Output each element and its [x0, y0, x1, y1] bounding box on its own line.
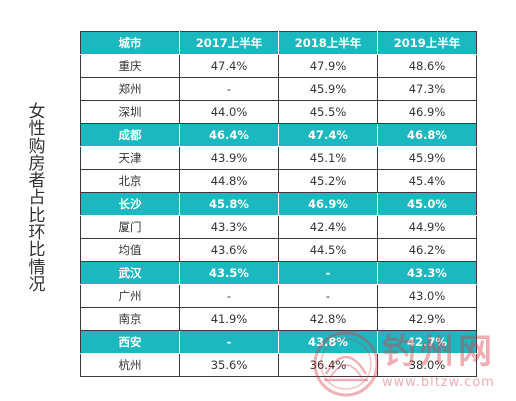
side-title-char: 房	[28, 153, 46, 174]
value-2019h1-cell: 48.6%	[377, 54, 477, 78]
value-2017h1-cell: 47.4%	[179, 54, 279, 78]
city-cell: 郑州	[80, 77, 180, 101]
city-data-table: 城市 2017上半年 2018上半年 2019上半年 重庆 47.4% 47.9% 4…	[80, 31, 477, 377]
value-2017h1-cell: 43.6%	[179, 238, 279, 262]
table-row: 武汉 43.5% -43.3%	[80, 261, 477, 285]
side-title-char: 性	[28, 119, 46, 140]
value-2017h1-cell: 44.0%	[179, 100, 279, 124]
value-2019h1-cell: 42.9%	[377, 307, 477, 331]
value-2019h1-cell: 45.0%	[377, 192, 477, 216]
value-2018h1-cell: 42.4%	[278, 215, 378, 239]
table-header-row: 城市 2017上半年 2018上半年 2019上半年	[80, 31, 477, 55]
value-2018h1-cell: 45.1%	[278, 146, 378, 170]
side-title-char: 况	[28, 274, 46, 295]
city-cell: 重庆	[80, 54, 180, 78]
value-2018h1-cell: 45.5%	[278, 100, 378, 124]
value-2017h1-cell: 43.9%	[179, 146, 279, 170]
value-2019h1-cell: 38.0%	[377, 353, 477, 377]
city-cell: 深圳	[80, 100, 180, 124]
value-2019h1-cell: 46.9%	[377, 100, 477, 124]
city-cell: 西安	[80, 330, 180, 354]
table-row: 广州 - -43.0%	[80, 284, 477, 308]
value-2017h1-cell: 45.8%	[179, 192, 279, 216]
value-2018h1-cell: -	[278, 261, 378, 285]
value-2017h1-cell: 43.5%	[179, 261, 279, 285]
table-row: 天津 43.9% 45.1% 45.9%	[80, 146, 477, 170]
side-title-char: 比	[28, 240, 46, 261]
side-title-char: 情	[28, 257, 46, 278]
value-2019h1-cell: 45.9%	[377, 146, 477, 170]
city-cell: 成都	[80, 123, 180, 147]
table-row: 郑州 -45.9% 47.3%	[80, 77, 477, 101]
value-2019h1-cell: 45.4%	[377, 169, 477, 193]
side-title-char: 占	[28, 188, 46, 209]
table-row: 杭州 35.6% 36.4% 38.0%	[80, 353, 477, 377]
value-2019h1-cell: 47.3%	[377, 77, 477, 101]
side-title-char: 比	[28, 205, 46, 226]
side-title-char: 女	[28, 102, 46, 122]
value-2018h1-cell: 45.9%	[278, 77, 378, 101]
value-2018h1-cell: 46.9%	[278, 192, 378, 216]
watermark-url: www.bltzw.com	[382, 375, 495, 390]
city-cell: 武汉	[80, 261, 180, 285]
value-2019h1-cell: 46.2%	[377, 238, 477, 262]
value-2017h1-cell: 46.4%	[179, 123, 279, 147]
value-2018h1-cell: 36.4%	[278, 353, 378, 377]
table-row: 长沙 45.8% 46.9% 45.0%	[80, 192, 477, 216]
city-cell: 广州	[80, 284, 180, 308]
header-city: 城市	[80, 31, 180, 55]
value-2019h1-cell: 44.9%	[377, 215, 477, 239]
table-row: 成都 46.4% 47.4% 46.8%	[80, 123, 477, 147]
city-cell: 均值	[80, 238, 180, 262]
value-2019h1-cell: 42.7%	[377, 330, 477, 354]
value-2018h1-cell: -	[278, 284, 378, 308]
value-2017h1-cell: 41.9%	[179, 307, 279, 331]
value-2018h1-cell: 43.8%	[278, 330, 378, 354]
table-row: 西安 -43.8% 42.7%	[80, 330, 477, 354]
city-cell: 长沙	[80, 192, 180, 216]
header-2017h1: 2017上半年	[179, 31, 279, 55]
header-2019h1: 2019上半年	[377, 31, 477, 55]
side-title-char: 环	[28, 223, 46, 244]
table-row: 厦门 43.3% 42.4% 44.9%	[80, 215, 477, 239]
city-cell: 杭州	[80, 353, 180, 377]
value-2018h1-cell: 44.5%	[278, 238, 378, 262]
table-row: 北京 44.8% 45.2% 45.4%	[80, 169, 477, 193]
city-cell: 厦门	[80, 215, 180, 239]
value-2017h1-cell: 35.6%	[179, 353, 279, 377]
table-row: 均值 43.6% 44.5% 46.2%	[80, 238, 477, 262]
value-2018h1-cell: 47.4%	[278, 123, 378, 147]
side-title-char: 者	[28, 171, 46, 192]
value-2017h1-cell: -	[179, 77, 279, 101]
value-2017h1-cell: -	[179, 284, 279, 308]
city-cell: 北京	[80, 169, 180, 193]
value-2018h1-cell: 45.2%	[278, 169, 378, 193]
table-row: 深圳 44.0% 45.5% 46.9%	[80, 100, 477, 124]
table-row: 南京 41.9% 42.8% 42.9%	[80, 307, 477, 331]
value-2019h1-cell: 43.3%	[377, 261, 477, 285]
value-2019h1-cell: 43.0%	[377, 284, 477, 308]
value-2018h1-cell: 47.9%	[278, 54, 378, 78]
side-title-char: 购	[28, 136, 46, 157]
header-2018h1: 2018上半年	[278, 31, 378, 55]
value-2017h1-cell: 44.8%	[179, 169, 279, 193]
table-row: 重庆 47.4% 47.9% 48.6%	[80, 54, 477, 78]
city-cell: 天津	[80, 146, 180, 170]
value-2019h1-cell: 46.8%	[377, 123, 477, 147]
value-2017h1-cell: 43.3%	[179, 215, 279, 239]
value-2017h1-cell: -	[179, 330, 279, 354]
value-2018h1-cell: 42.8%	[278, 307, 378, 331]
city-cell: 南京	[80, 307, 180, 331]
side-title: 女性购房者占比环比情况	[26, 102, 48, 295]
